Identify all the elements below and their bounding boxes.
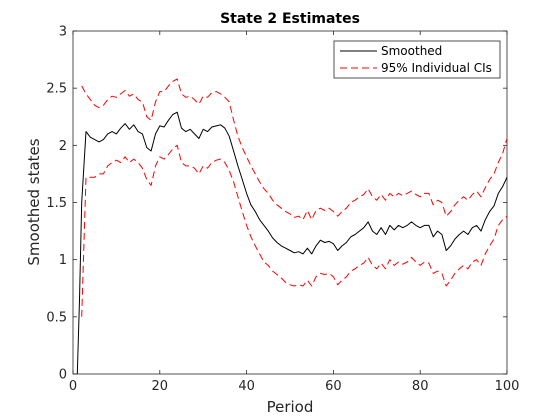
x-tick-label: 60 bbox=[325, 379, 342, 394]
x-tick-label: 40 bbox=[238, 379, 255, 394]
x-axis-label: Period bbox=[267, 398, 314, 416]
series-line-smoothed bbox=[76, 111, 508, 375]
y-tick-label: 1 bbox=[59, 253, 67, 268]
legend-box bbox=[333, 40, 501, 79]
plot-frame bbox=[72, 30, 508, 375]
y-tick-label: 1.5 bbox=[46, 196, 67, 211]
y-tick-label: 2 bbox=[59, 139, 67, 154]
x-tick-label: 0 bbox=[69, 379, 77, 394]
legend-label-ci: 95% Individual CIs bbox=[381, 61, 492, 75]
x-axis: 0 20 40 60 80 100 bbox=[69, 31, 520, 394]
series-line-ci-upper bbox=[81, 78, 508, 221]
legend: Smoothed 95% Individual CIs bbox=[333, 40, 501, 79]
series-line-ci-lower bbox=[81, 144, 508, 317]
x-tick-label: 100 bbox=[495, 379, 520, 394]
x-tick-label: 80 bbox=[412, 379, 429, 394]
x-tick-label: 20 bbox=[152, 379, 169, 394]
chart-title: State 2 Estimates bbox=[220, 11, 360, 27]
y-tick-label: 0 bbox=[59, 368, 67, 383]
legend-label-smoothed: Smoothed bbox=[381, 44, 442, 58]
y-axis-label: Smoothed states bbox=[25, 138, 43, 265]
series-layer bbox=[76, 78, 508, 375]
y-tick-label: 3 bbox=[59, 25, 67, 40]
plot-area bbox=[72, 30, 508, 375]
y-tick-label: 0.5 bbox=[46, 310, 67, 325]
y-axis: 0 0.5 1 1.5 2 2.5 3 bbox=[46, 25, 507, 383]
y-tick-label: 2.5 bbox=[46, 82, 67, 97]
